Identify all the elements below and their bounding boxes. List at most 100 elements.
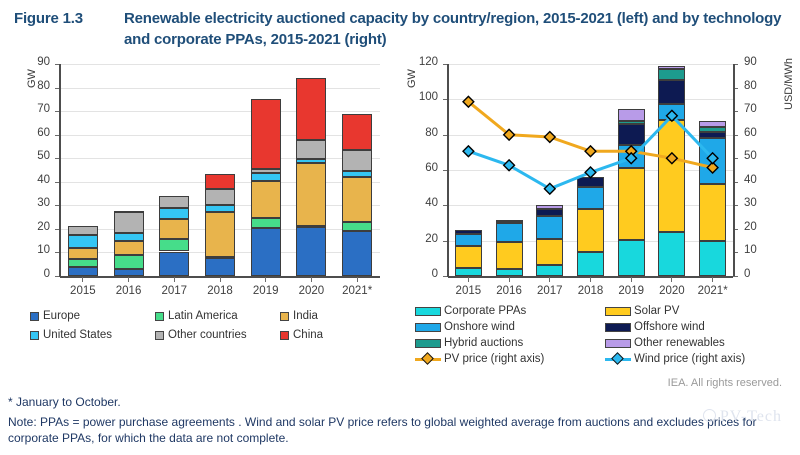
legend-item[interactable]: Onshore wind: [415, 321, 515, 333]
y-axis-tick-label: 100: [418, 91, 438, 104]
legend-item-label: Corporate PPAs: [444, 305, 527, 317]
bar-segment: [159, 207, 190, 219]
legend-item[interactable]: PV price (right axis): [415, 352, 544, 365]
y-axis-tick: [55, 228, 60, 230]
legend-item[interactable]: Other renewables: [605, 337, 725, 349]
bar-segment: [67, 247, 98, 260]
bar-segment: [577, 251, 604, 276]
y-axis-right-tick-label: 90: [744, 56, 757, 68]
bar-segment: [113, 211, 144, 214]
x-axis-tick-label: 2018: [207, 285, 233, 297]
y-axis-tick-label: 40: [425, 197, 438, 210]
legend-item-label: Offshore wind: [634, 321, 705, 333]
bar-segment: [617, 108, 645, 122]
right-chart-yaxis-unit-right: USD/MWh: [783, 58, 795, 110]
bar-segment: [67, 235, 98, 248]
bar-segment: [617, 167, 645, 241]
x-axis-tick: [671, 277, 673, 282]
bar-segment: [577, 186, 604, 209]
y-axis-tick: [55, 276, 60, 277]
legend-item[interactable]: Solar PV: [605, 305, 679, 317]
bar-segment: [250, 99, 281, 169]
legend-item-label: United States: [43, 329, 113, 341]
legend-item[interactable]: India: [280, 310, 318, 322]
gridline: [60, 64, 380, 65]
bar-segment: [342, 230, 373, 276]
y-axis-tick: [55, 134, 60, 136]
y-axis-right-tick: [733, 205, 738, 207]
legend-color-swatch: [30, 311, 39, 321]
bar-segment: [454, 230, 482, 235]
y-axis-right-tick-label: 50: [744, 150, 757, 163]
y-axis-tick-label: 120: [418, 56, 438, 68]
bar-segment: [342, 149, 373, 171]
legend-item[interactable]: Europe: [30, 310, 80, 322]
bar-segment: [699, 241, 727, 276]
legend-item[interactable]: Hybrid auctions: [415, 337, 523, 349]
bar-segment: [536, 208, 564, 216]
y-axis-right-tick-label: 20: [744, 220, 757, 233]
x-axis-tick: [82, 277, 84, 282]
x-axis-tick: [128, 277, 130, 282]
y-axis-tick-label: 90: [37, 56, 50, 68]
bar-segment: [342, 222, 373, 231]
bar-segment: [205, 256, 235, 259]
y-axis-right-tick: [733, 181, 738, 183]
bar-segment: [296, 162, 327, 227]
bar-segment: [250, 172, 281, 181]
watermark-label: PV-Tech: [719, 408, 782, 425]
bar-segment: [495, 219, 523, 222]
bar-segment: [658, 120, 686, 232]
x-axis-tick-label: 2021*: [697, 285, 728, 297]
bar-segment: [250, 227, 281, 276]
x-axis-tick: [310, 277, 312, 282]
x-axis-tick: [549, 277, 551, 282]
y-axis-tick: [443, 134, 448, 136]
x-axis-tick: [467, 277, 469, 282]
bar-segment: [113, 254, 144, 269]
y-axis-right-tick-label: 30: [744, 197, 757, 210]
bar-segment: [67, 267, 98, 276]
legend-item-label: Wind price (right axis): [634, 353, 746, 365]
right-chart-yaxis-unit-left: GW: [406, 69, 418, 88]
x-axis-tick-label: 2015: [70, 285, 96, 297]
x-axis-tick-label: 2017: [536, 285, 563, 297]
legend-item[interactable]: United States: [30, 329, 112, 341]
y-axis-right-line: [733, 64, 735, 276]
bar-segment: [617, 121, 645, 124]
bar-segment: [699, 120, 727, 127]
y-axis-right-tick-label: 40: [744, 173, 757, 186]
legend-line-swatch: [415, 352, 441, 365]
x-axis-tick-label: 2016: [115, 285, 142, 297]
bar-segment: [577, 208, 604, 252]
y-axis-right-tick-label: 10: [744, 244, 757, 257]
legend-color-swatch: [415, 322, 441, 332]
legend-item[interactable]: Latin America: [155, 310, 238, 322]
bar-segment: [296, 226, 327, 229]
bar-segment: [205, 211, 235, 257]
price-marker: [584, 166, 597, 179]
bar-segment: [536, 265, 564, 276]
bar-segment: [342, 113, 373, 150]
legend-item[interactable]: Other countries: [155, 329, 247, 341]
y-axis-right-tick: [733, 276, 738, 277]
bar-segment: [536, 204, 564, 209]
y-axis-tick-label: 70: [37, 103, 50, 116]
legend-item[interactable]: China: [280, 329, 323, 341]
legend-item[interactable]: Wind price (right axis): [605, 352, 746, 365]
chart-panel-right: GW USD/MWh 0 20 40 60 80 100 120 0 10 20 30 40 50 60 7…: [398, 56, 795, 358]
legend-item[interactable]: Corporate PPAs: [415, 305, 526, 317]
bar-segment: [536, 238, 564, 266]
bar-segment: [113, 268, 144, 276]
legend-item-label: Solar PV: [634, 305, 680, 317]
y-axis-right-tick: [733, 64, 738, 65]
gridline: [448, 99, 733, 101]
legend-item[interactable]: Offshore wind: [605, 321, 705, 333]
bar-segment: [454, 267, 482, 276]
legend-color-swatch: [605, 338, 631, 348]
bar-segment: [658, 69, 686, 80]
legend-color-swatch: [415, 306, 441, 316]
bar-segment: [699, 183, 727, 242]
gridline: [60, 158, 380, 160]
y-axis-right-tick-label: 0: [744, 268, 751, 280]
